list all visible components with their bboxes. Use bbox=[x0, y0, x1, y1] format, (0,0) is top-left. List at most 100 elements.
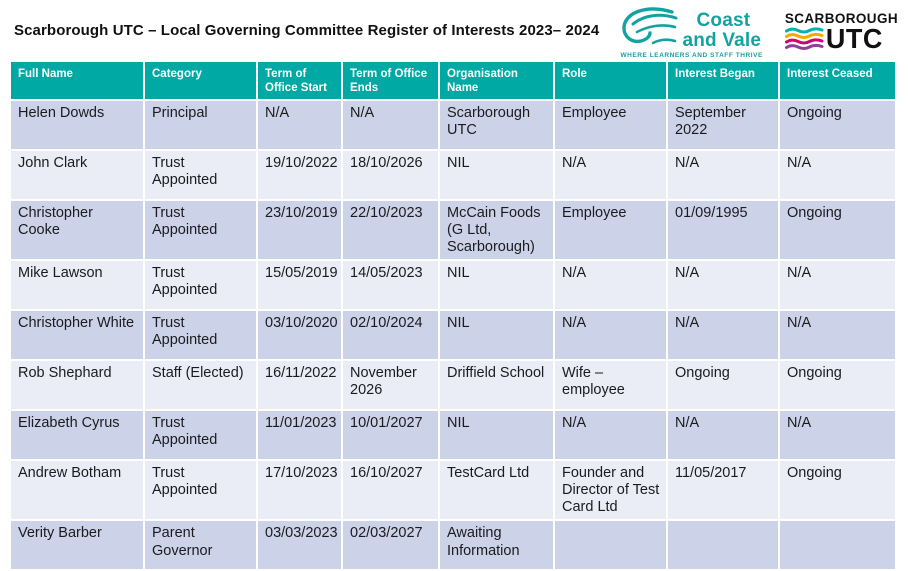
table-cell: September 2022 bbox=[668, 100, 780, 151]
table-cell: Wife – employee bbox=[555, 361, 668, 412]
table-cell: Parent Governor bbox=[145, 521, 258, 571]
table-cell: Trust Appointed bbox=[145, 200, 258, 262]
table-cell: Verity Barber bbox=[11, 521, 145, 571]
table-cell: N/A bbox=[555, 261, 668, 312]
register-table: Full Name Category Term of Office Start … bbox=[11, 62, 897, 571]
coast-vale-wordmark-line1: Coast bbox=[696, 10, 751, 31]
table-cell: Ongoing bbox=[668, 361, 780, 412]
coast-vale-wordmark-line2: and Vale bbox=[682, 30, 762, 51]
table-cell: N/A bbox=[258, 100, 343, 151]
col-header-interest-began: Interest Began bbox=[668, 62, 780, 101]
utc-wordmark-bottom-row: UTC bbox=[784, 23, 898, 55]
table-cell: 10/01/2027 bbox=[343, 411, 440, 462]
coast-vale-wave-icon bbox=[622, 7, 678, 45]
table-cell: 17/10/2023 bbox=[258, 461, 343, 522]
table-cell: 11/01/2023 bbox=[258, 411, 343, 462]
table-cell: N/A bbox=[555, 311, 668, 362]
header-row: Full Name Category Term of Office Start … bbox=[11, 62, 897, 101]
table-cell: N/A bbox=[780, 150, 897, 201]
table-cell: N/A bbox=[555, 411, 668, 462]
table-cell: 22/10/2023 bbox=[343, 200, 440, 262]
table-row: Rob Shephard Staff (Elected) 16/11/2022 … bbox=[11, 361, 897, 412]
table-row: Christopher Cooke Trust Appointed 23/10/… bbox=[11, 200, 897, 262]
table-cell: Ongoing bbox=[780, 461, 897, 522]
col-header-organisation: Organisation Name bbox=[440, 62, 555, 101]
table-cell: Helen Dowds bbox=[11, 100, 145, 151]
table-row: Helen Dowds Principal N/A N/A Scarboroug… bbox=[11, 100, 897, 151]
scarborough-utc-logo: SCARBOROUGH UTC bbox=[784, 5, 898, 55]
table-cell: Trust Appointed bbox=[145, 150, 258, 201]
table-cell: N/A bbox=[780, 411, 897, 462]
table-cell: Founder and Director of Test Card Ltd bbox=[555, 461, 668, 522]
table-cell: NIL bbox=[440, 261, 555, 312]
col-header-term-ends: Term of Office Ends bbox=[343, 62, 440, 101]
table-cell: 16/11/2022 bbox=[258, 361, 343, 412]
table-cell: Employee bbox=[555, 200, 668, 262]
table-row: Christopher White Trust Appointed 03/10/… bbox=[11, 311, 897, 362]
col-header-role: Role bbox=[555, 62, 668, 101]
table-cell: NIL bbox=[440, 150, 555, 201]
table-cell: John Clark bbox=[11, 150, 145, 201]
table-cell: N/A bbox=[668, 311, 780, 362]
table-row: Andrew Botham Trust Appointed 17/10/2023… bbox=[11, 461, 897, 522]
table-cell: N/A bbox=[555, 150, 668, 201]
utc-wordmark-top: SCARBOROUGH bbox=[784, 10, 898, 27]
table-cell: 02/03/2027 bbox=[343, 521, 440, 571]
table-cell: Awaiting Information bbox=[440, 521, 555, 571]
col-header-category: Category bbox=[145, 62, 258, 101]
table-row: John Clark Trust Appointed 19/10/2022 18… bbox=[11, 150, 897, 201]
table-cell: N/A bbox=[343, 100, 440, 151]
table-cell: Ongoing bbox=[780, 100, 897, 151]
table-cell: Elizabeth Cyrus bbox=[11, 411, 145, 462]
table-cell: Scarborough UTC bbox=[440, 100, 555, 151]
utc-wordmark: UTC bbox=[825, 23, 883, 55]
table-row: Verity Barber Parent Governor 03/03/2023… bbox=[11, 521, 897, 571]
register-table-container: Full Name Category Term of Office Start … bbox=[11, 62, 897, 571]
table-cell: Christopher White bbox=[11, 311, 145, 362]
table-row: Elizabeth Cyrus Trust Appointed 11/01/20… bbox=[11, 411, 897, 462]
table-cell: Driffield School bbox=[440, 361, 555, 412]
table-cell: 03/03/2023 bbox=[258, 521, 343, 571]
page-title: Scarborough UTC – Local Governing Commit… bbox=[14, 22, 600, 39]
table-cell: McCain Foods (G Ltd, Scarborough) bbox=[440, 200, 555, 262]
table-cell: Mike Lawson bbox=[11, 261, 145, 312]
table-cell: 14/05/2023 bbox=[343, 261, 440, 312]
table-cell: 18/10/2026 bbox=[343, 150, 440, 201]
table-cell: Trust Appointed bbox=[145, 461, 258, 522]
utc-waves-icon bbox=[784, 26, 824, 50]
table-cell: 02/10/2024 bbox=[343, 311, 440, 362]
table-cell: N/A bbox=[780, 311, 897, 362]
table-cell: Trust Appointed bbox=[145, 311, 258, 362]
table-cell: Principal bbox=[145, 100, 258, 151]
coast-vale-tagline: WHERE LEARNERS AND STAFF THRIVE bbox=[620, 52, 763, 59]
table-cell bbox=[555, 521, 668, 571]
table-cell: Employee bbox=[555, 100, 668, 151]
table-cell: 19/10/2022 bbox=[258, 150, 343, 201]
table-cell: N/A bbox=[668, 261, 780, 312]
table-row: Mike Lawson Trust Appointed 15/05/2019 1… bbox=[11, 261, 897, 312]
coast-and-vale-logo: Coast and Vale WHERE LEARNERS AND STAFF … bbox=[620, 5, 762, 59]
table-cell: NIL bbox=[440, 311, 555, 362]
table-cell: Ongoing bbox=[780, 200, 897, 262]
table-cell: November 2026 bbox=[343, 361, 440, 412]
logo-group: Coast and Vale WHERE LEARNERS AND STAFF … bbox=[620, 5, 898, 59]
table-cell: Trust Appointed bbox=[145, 411, 258, 462]
table-cell: 16/10/2027 bbox=[343, 461, 440, 522]
table-cell: Ongoing bbox=[780, 361, 897, 412]
table-cell: Staff (Elected) bbox=[145, 361, 258, 412]
table-cell: 01/09/1995 bbox=[668, 200, 780, 262]
col-header-interest-ceased: Interest Ceased bbox=[780, 62, 897, 101]
table-cell: Andrew Botham bbox=[11, 461, 145, 522]
table-cell: Rob Shephard bbox=[11, 361, 145, 412]
table-cell: N/A bbox=[668, 411, 780, 462]
table-cell: Trust Appointed bbox=[145, 261, 258, 312]
table-cell: 11/05/2017 bbox=[668, 461, 780, 522]
table-cell: 23/10/2019 bbox=[258, 200, 343, 262]
table-cell: Christopher Cooke bbox=[11, 200, 145, 262]
table-cell: TestCard Ltd bbox=[440, 461, 555, 522]
table-cell bbox=[668, 521, 780, 571]
table-cell: N/A bbox=[668, 150, 780, 201]
page-header: Scarborough UTC – Local Governing Commit… bbox=[0, 0, 908, 62]
coast-vale-wordmark: Coast and Vale bbox=[682, 5, 762, 50]
